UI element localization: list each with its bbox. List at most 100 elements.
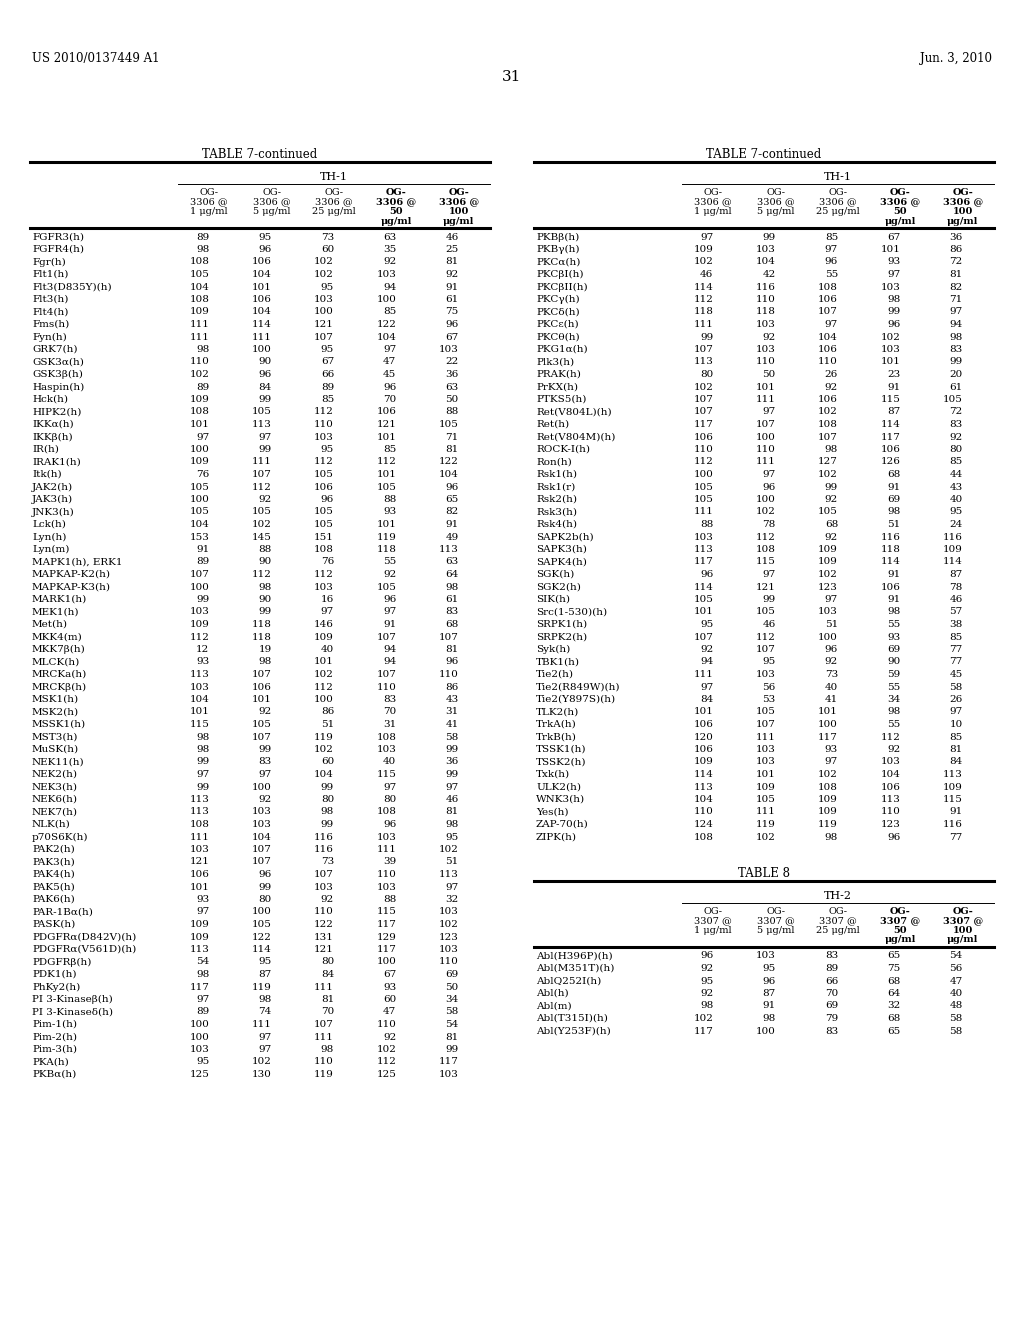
Text: 99: 99: [445, 744, 459, 754]
Text: 121: 121: [756, 582, 775, 591]
Text: 105: 105: [252, 719, 271, 729]
Text: 112: 112: [693, 294, 713, 304]
Text: 110: 110: [756, 294, 775, 304]
Text: Lyn(m): Lyn(m): [32, 545, 70, 554]
Text: 96: 96: [383, 820, 396, 829]
Text: 110: 110: [377, 682, 396, 692]
Text: 81: 81: [445, 445, 459, 454]
Text: 93: 93: [196, 657, 209, 667]
Text: 65: 65: [445, 495, 459, 504]
Text: 1 μg/ml: 1 μg/ml: [190, 207, 228, 216]
Text: TABLE 8: TABLE 8: [738, 867, 790, 880]
Text: OG-: OG-: [952, 187, 973, 197]
Text: SIK(h): SIK(h): [536, 595, 570, 605]
Text: Ron(h): Ron(h): [536, 458, 571, 466]
Text: 103: 103: [377, 833, 396, 842]
Text: 110: 110: [439, 671, 459, 678]
Text: 102: 102: [756, 507, 775, 516]
Text: 68: 68: [887, 977, 900, 986]
Text: 96: 96: [321, 495, 334, 504]
Text: 107: 107: [756, 420, 775, 429]
Text: 112: 112: [377, 1057, 396, 1067]
Text: OG-: OG-: [890, 187, 910, 197]
Text: 97: 97: [196, 433, 209, 441]
Text: TSSK1(h): TSSK1(h): [536, 744, 587, 754]
Text: 125: 125: [189, 1071, 209, 1078]
Text: TH-1: TH-1: [824, 172, 852, 182]
Text: AblQ252I(h): AblQ252I(h): [536, 977, 601, 986]
Text: 75: 75: [445, 308, 459, 317]
Text: 109: 109: [818, 557, 838, 566]
Text: 103: 103: [377, 744, 396, 754]
Text: 114: 114: [693, 770, 713, 779]
Text: 96: 96: [445, 483, 459, 491]
Text: GSK3α(h): GSK3α(h): [32, 358, 84, 367]
Text: 40: 40: [824, 682, 838, 692]
Text: 96: 96: [445, 319, 459, 329]
Text: 3307 @: 3307 @: [694, 916, 732, 925]
Text: 106: 106: [377, 408, 396, 417]
Text: 111: 111: [377, 845, 396, 854]
Text: 60: 60: [321, 246, 334, 253]
Text: 99: 99: [321, 783, 334, 792]
Text: 100: 100: [189, 582, 209, 591]
Text: 105: 105: [377, 582, 396, 591]
Text: IKKβ(h): IKKβ(h): [32, 433, 73, 442]
Text: 97: 97: [383, 783, 396, 792]
Text: 106: 106: [693, 744, 713, 754]
Text: 25 μg/ml: 25 μg/ml: [816, 207, 860, 216]
Text: 92: 92: [258, 495, 271, 504]
Text: μg/ml: μg/ml: [885, 936, 916, 945]
Text: ULK2(h): ULK2(h): [536, 783, 581, 792]
Text: 85: 85: [949, 458, 963, 466]
Text: 80: 80: [700, 370, 713, 379]
Text: 103: 103: [439, 945, 459, 954]
Text: 81: 81: [445, 808, 459, 817]
Text: 103: 103: [252, 820, 271, 829]
Text: 1 μg/ml: 1 μg/ml: [694, 207, 732, 216]
Text: PKBβ(h): PKBβ(h): [536, 232, 580, 242]
Text: 20: 20: [949, 370, 963, 379]
Text: 101: 101: [377, 433, 396, 441]
Text: 108: 108: [693, 833, 713, 842]
Text: 103: 103: [693, 532, 713, 541]
Text: 84: 84: [258, 383, 271, 392]
Text: 99: 99: [258, 744, 271, 754]
Text: 84: 84: [949, 758, 963, 767]
Text: ZAP-70(h): ZAP-70(h): [536, 820, 589, 829]
Text: TSSK2(h): TSSK2(h): [536, 758, 587, 767]
Text: 42: 42: [762, 271, 775, 279]
Text: MARK1(h): MARK1(h): [32, 595, 87, 605]
Text: 105: 105: [693, 595, 713, 605]
Text: 113: 113: [439, 870, 459, 879]
Text: OG-: OG-: [766, 907, 785, 916]
Text: 81: 81: [445, 645, 459, 653]
Text: 83: 83: [445, 607, 459, 616]
Text: 3307 @: 3307 @: [881, 916, 921, 925]
Text: 107: 107: [189, 570, 209, 579]
Text: MLCK(h): MLCK(h): [32, 657, 80, 667]
Text: Tie2(Y897S)(h): Tie2(Y897S)(h): [536, 696, 616, 704]
Text: Txk(h): Txk(h): [536, 770, 570, 779]
Text: 93: 93: [887, 257, 900, 267]
Text: 105: 105: [693, 483, 713, 491]
Text: 111: 111: [314, 1032, 334, 1041]
Text: 113: 113: [693, 783, 713, 792]
Text: PKG1α(h): PKG1α(h): [536, 345, 588, 354]
Text: 102: 102: [693, 383, 713, 392]
Text: 110: 110: [756, 445, 775, 454]
Text: 46: 46: [445, 795, 459, 804]
Text: 26: 26: [824, 370, 838, 379]
Text: NEK11(h): NEK11(h): [32, 758, 85, 767]
Text: Tie2(h): Tie2(h): [536, 671, 574, 678]
Text: 97: 97: [258, 1032, 271, 1041]
Text: 94: 94: [383, 282, 396, 292]
Text: Ret(h): Ret(h): [536, 420, 569, 429]
Text: 100: 100: [314, 696, 334, 704]
Text: 105: 105: [189, 271, 209, 279]
Text: 102: 102: [818, 570, 838, 579]
Text: 109: 109: [943, 545, 963, 554]
Text: 89: 89: [196, 383, 209, 392]
Text: 105: 105: [314, 520, 334, 529]
Text: 100: 100: [693, 470, 713, 479]
